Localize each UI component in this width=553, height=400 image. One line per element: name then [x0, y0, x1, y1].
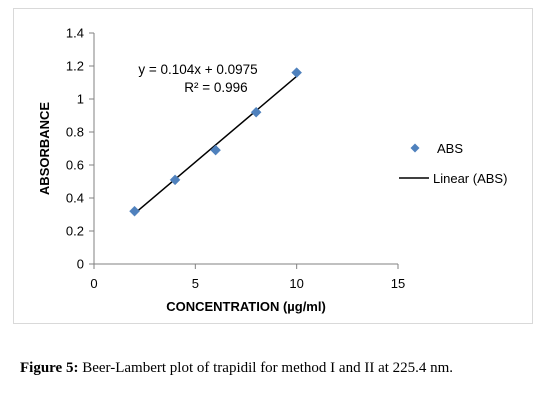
y-tick-label: 1 — [77, 92, 84, 107]
legend-label-abs: ABS — [437, 141, 463, 156]
y-tick-label: 0.4 — [66, 191, 84, 206]
legend-marker-abs — [410, 143, 420, 153]
x-tick-label: 5 — [192, 276, 199, 291]
data-point — [291, 67, 303, 78]
data-point — [129, 205, 140, 217]
x-tick-label: 10 — [289, 276, 303, 291]
trendline-equation: y = 0.104x + 0.0975 — [138, 62, 257, 77]
y-tick-label: 0.2 — [66, 224, 84, 239]
y-axis-title: ABSORBANCE — [37, 102, 52, 196]
data-point — [169, 174, 181, 186]
x-tick-label: 15 — [391, 276, 405, 291]
y-tick-label: 1.2 — [66, 59, 84, 74]
caption-text: Beer-Lambert plot of trapidil for method… — [78, 360, 454, 376]
figure-caption: Figure 5: Beer-Lambert plot of trapidil … — [20, 360, 540, 377]
scatter-chart: 0 0.2 0.4 0.6 0.8 1 1.2 1.4 0 5 10 15 CONCENTRATION … — [37, 26, 507, 315]
y-tick-label: 0.8 — [66, 125, 84, 140]
caption-label: Figure 5: — [20, 360, 79, 376]
trendline-r2: R² = 0.996 — [184, 80, 247, 95]
data-point — [210, 144, 221, 156]
legend-label-linear: Linear (ABS) — [433, 171, 507, 186]
y-tick-label: 0.6 — [66, 158, 84, 173]
y-tick-label: 1.4 — [66, 26, 84, 41]
x-axis-title: CONCENTRATION (µg/ml) — [166, 299, 326, 314]
chart-area — [13, 8, 533, 324]
x-tick-label: 0 — [90, 276, 97, 291]
y-tick-label: 0 — [77, 257, 84, 272]
data-point — [250, 106, 262, 118]
